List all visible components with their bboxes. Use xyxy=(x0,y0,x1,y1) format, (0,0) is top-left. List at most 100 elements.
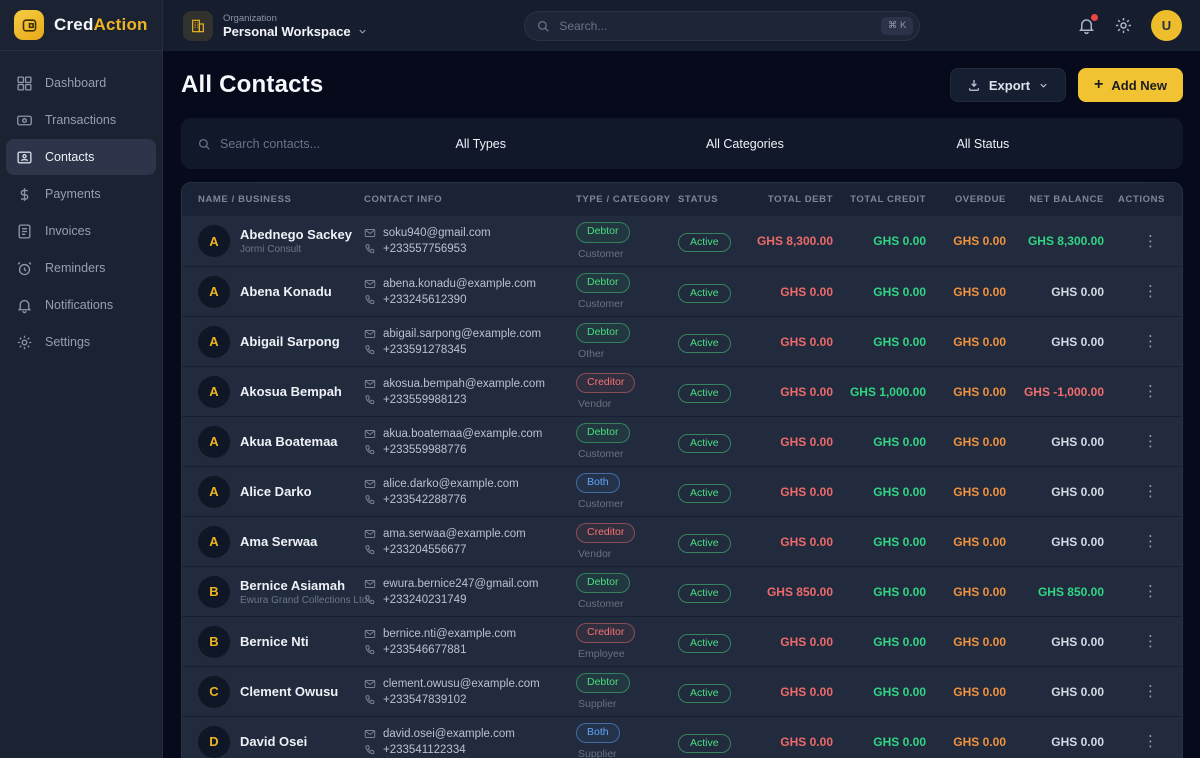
row-actions-button[interactable]: ⋮ xyxy=(1139,582,1162,601)
contact-business: Ewura Grand Collections Ltd xyxy=(240,594,368,606)
status-badge: Active xyxy=(678,333,731,353)
plus-icon: + xyxy=(1094,76,1104,93)
table-row: A Abigail Sarpong abigail.sarpong@example.… xyxy=(182,316,1182,366)
user-avatar[interactable]: U xyxy=(1151,10,1182,41)
net-balance: GHS 0.00 xyxy=(1051,434,1104,449)
status-badge: Active xyxy=(678,483,731,503)
row-actions-button[interactable]: ⋮ xyxy=(1139,482,1162,501)
organization-selector[interactable]: Organization Personal Workspace xyxy=(183,10,368,41)
download-icon xyxy=(967,78,981,92)
sidebar-item-contacts[interactable]: Contacts xyxy=(6,139,156,175)
table-row: A Akosua Bempah akosua.bempah@example.com +… xyxy=(182,366,1182,416)
phone-icon xyxy=(364,444,376,456)
phone-icon xyxy=(364,744,376,756)
category-label: Customer xyxy=(578,298,624,311)
row-actions-button[interactable]: ⋮ xyxy=(1139,732,1162,751)
category-label: Supplier xyxy=(578,748,617,758)
sidebar-item-label: Notifications xyxy=(45,298,114,312)
category-label: Other xyxy=(578,348,605,361)
net-balance: GHS 8,300.00 xyxy=(1027,234,1104,248)
row-actions-button[interactable]: ⋮ xyxy=(1139,282,1162,301)
overdue: GHS 0.00 xyxy=(953,584,1006,599)
add-new-label: Add New xyxy=(1111,77,1167,93)
global-search-input[interactable] xyxy=(524,10,921,41)
status-filter[interactable]: All Status xyxy=(956,136,1010,151)
avatar: A xyxy=(198,525,230,558)
export-button[interactable]: Export xyxy=(949,68,1067,102)
contact-name: Abigail Sarpong xyxy=(240,334,340,349)
avatar: D xyxy=(198,725,230,758)
phone-icon xyxy=(364,294,376,306)
sidebar-item-label: Contacts xyxy=(45,150,95,164)
total-debt: GHS 0.00 xyxy=(780,634,833,649)
total-credit: GHS 0.00 xyxy=(873,684,926,699)
contact-phone: +233557756953 xyxy=(383,243,467,255)
overdue: GHS 0.00 xyxy=(953,634,1006,649)
total-credit: GHS 0.00 xyxy=(873,234,926,248)
row-actions-button[interactable]: ⋮ xyxy=(1139,332,1162,351)
status-badge: Active xyxy=(678,683,731,703)
sidebar-item-invoices[interactable]: Invoices xyxy=(6,213,156,249)
sidebar-item-notifications[interactable]: Notifications xyxy=(6,287,156,323)
contact-email: soku940@gmail.com xyxy=(383,227,491,239)
total-debt: GHS 850.00 xyxy=(766,584,833,599)
type-badge: Creditor xyxy=(576,622,636,644)
category-filter[interactable]: All Categories xyxy=(706,136,784,151)
row-actions-button[interactable]: ⋮ xyxy=(1139,532,1162,551)
org-label: Organization xyxy=(223,12,277,24)
type-badge: Debtor xyxy=(576,672,630,694)
contact-name: Bernice Nti xyxy=(240,634,309,649)
total-debt: GHS 0.00 xyxy=(780,534,833,549)
notifications-button[interactable] xyxy=(1077,14,1098,35)
total-debt: GHS 0.00 xyxy=(780,334,833,349)
overdue: GHS 0.00 xyxy=(953,384,1006,399)
contact-email: bernice.nti@example.com xyxy=(383,627,517,640)
sidebar-item-payments[interactable]: Payments xyxy=(6,176,156,212)
contact-name: Akua Boatemaa xyxy=(240,434,338,449)
category-label: Vendor xyxy=(578,398,612,411)
table-row: A Ama Serwaa ama.serwaa@example.com +233204… xyxy=(182,516,1182,566)
net-balance: GHS 850.00 xyxy=(1037,584,1104,599)
table-row: A Alice Darko alice.darko@example.com +2335… xyxy=(182,466,1182,516)
settings-button[interactable] xyxy=(1114,16,1133,35)
net-balance: GHS 0.00 xyxy=(1051,534,1104,549)
phone-icon xyxy=(364,243,376,255)
contact-name: David Osei xyxy=(240,734,308,749)
type-badge: Debtor xyxy=(576,222,630,243)
sidebar-nav: Dashboard Transactions Contacts Payments Inv… xyxy=(0,51,162,374)
contact-phone: +233245612390 xyxy=(383,293,467,306)
export-label: Export xyxy=(988,77,1031,93)
row-actions-button[interactable]: ⋮ xyxy=(1139,382,1162,401)
phone-icon xyxy=(364,694,376,706)
type-filter[interactable]: All Types xyxy=(455,136,507,151)
total-credit: GHS 0.00 xyxy=(873,434,926,449)
invoices-icon xyxy=(16,223,33,240)
phone-icon xyxy=(364,394,376,406)
type-badge: Both xyxy=(576,722,620,744)
total-credit: GHS 0.00 xyxy=(873,334,926,349)
avatar: B xyxy=(198,575,230,608)
sidebar-item-reminders[interactable]: Reminders xyxy=(6,250,156,286)
status-badge: Active xyxy=(678,283,731,303)
table-body: A Abednego Sackey Jormi Consult soku940@gma… xyxy=(182,216,1182,758)
total-credit: GHS 0.00 xyxy=(873,634,926,649)
row-actions-button[interactable]: ⋮ xyxy=(1139,682,1162,701)
avatar: C xyxy=(198,675,230,708)
net-balance: GHS -1,000.00 xyxy=(1023,384,1104,399)
phone-icon xyxy=(364,344,376,356)
contacts-search-input[interactable] xyxy=(220,136,400,151)
add-new-button[interactable]: + Add New xyxy=(1078,68,1183,102)
row-actions-button[interactable]: ⋮ xyxy=(1139,232,1162,251)
total-debt: GHS 0.00 xyxy=(780,284,833,299)
sidebar-item-dashboard[interactable]: Dashboard xyxy=(6,65,156,101)
search-shortcut-badge: ⌘ K xyxy=(880,16,914,35)
row-actions-button[interactable]: ⋮ xyxy=(1139,432,1162,451)
type-badge: Debtor xyxy=(576,272,630,294)
avatar: B xyxy=(198,625,230,658)
envelope-icon xyxy=(364,227,376,239)
sidebar-item-transactions[interactable]: Transactions xyxy=(6,102,156,138)
row-actions-button[interactable]: ⋮ xyxy=(1139,632,1162,651)
avatar: A xyxy=(198,325,230,358)
sidebar-item-settings[interactable]: Settings xyxy=(6,324,156,360)
contact-name: Akosua Bempah xyxy=(240,384,342,399)
